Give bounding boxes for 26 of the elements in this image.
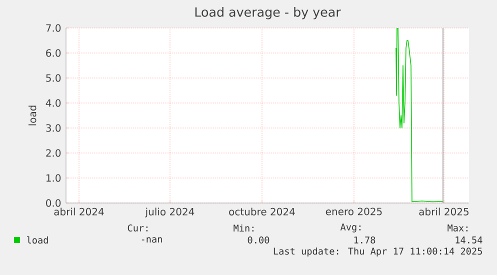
- text: -nan: [142, 237, 162, 243]
- text: 0.00: [248, 236, 270, 244]
- x-tick-label: enero 2025: [326, 208, 382, 216]
- text: Avg:: [340, 224, 360, 232]
- y-tick-label: 4.0: [46, 99, 61, 107]
- text: 14.54: [456, 236, 482, 244]
- y-tick-label: 3.0: [46, 124, 61, 132]
- text: Last update: Thu Apr 17 11:00:14 2025: [274, 247, 482, 257]
- text: 1.78: [354, 236, 376, 244]
- text: Max:: [448, 224, 468, 232]
- x-tick-label: julio 2024: [145, 208, 194, 218]
- chart-title: Load average - by year: [195, 7, 341, 20]
- y-tick-label: 7.0: [46, 24, 61, 32]
- x-tick-label: abril 2024: [54, 208, 104, 216]
- line-series: [396, 28, 444, 202]
- legend-label: load: [27, 236, 48, 244]
- x-tick-label: abril 2025: [419, 208, 468, 216]
- y-tick-label: 5.0: [46, 74, 61, 82]
- y-tick-label: 2.0: [46, 149, 61, 157]
- y-tick-label: 1.0: [46, 174, 61, 182]
- y-axis-title: load: [28, 106, 36, 126]
- y-tick-label: 0.0: [46, 199, 61, 207]
- text: Min:: [234, 224, 254, 232]
- x-tick-label: octubre 2024: [229, 208, 295, 216]
- y-tick-label: 6.0: [46, 49, 61, 57]
- text: Cur:: [128, 224, 148, 232]
